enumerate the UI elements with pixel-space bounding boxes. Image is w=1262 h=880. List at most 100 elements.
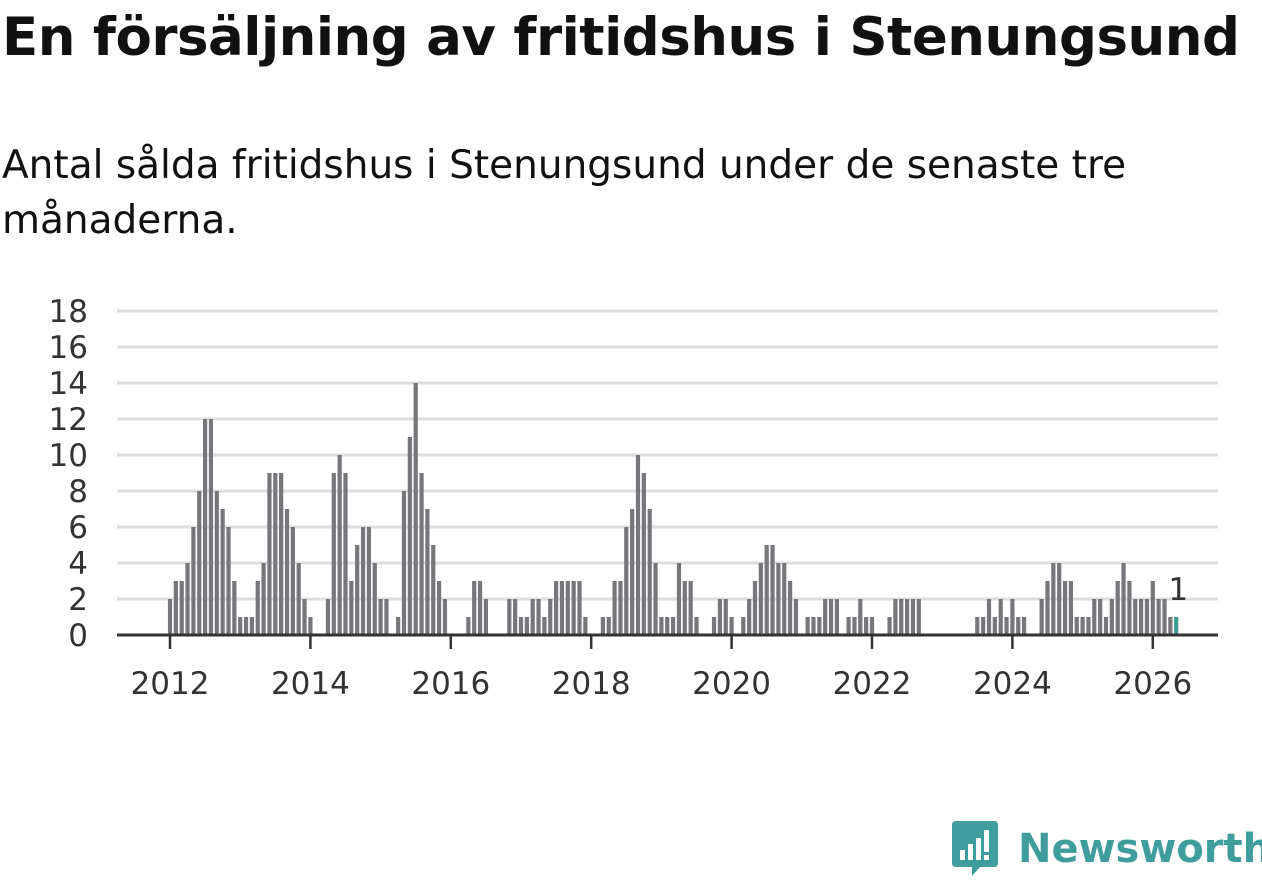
bar: [992, 617, 997, 635]
bar: [671, 617, 676, 635]
bar: [805, 617, 810, 635]
bar: [179, 581, 184, 635]
bar: [723, 599, 728, 635]
bar: [378, 599, 383, 635]
bar: [214, 491, 219, 635]
bar: [343, 473, 348, 635]
bar: [776, 563, 781, 635]
bar: [167, 599, 173, 635]
x-tick-label: 2016: [411, 666, 490, 702]
bar: [1115, 581, 1120, 635]
bar: [419, 473, 424, 635]
y-tick-label: 8: [68, 474, 88, 510]
bar: [360, 527, 366, 635]
bar: [764, 545, 769, 635]
bar: [1010, 599, 1015, 635]
bar: [542, 617, 547, 635]
bar: [267, 473, 272, 635]
bar: [1045, 581, 1050, 635]
bar: [782, 563, 787, 635]
bar: [752, 581, 758, 635]
chart-title: En försäljning av fritidshus i Stenungsu…: [2, 7, 1240, 68]
bar: [559, 581, 565, 635]
bar: [238, 617, 243, 635]
bar: [1139, 599, 1144, 635]
bar: [1144, 599, 1150, 635]
bar: [355, 545, 360, 635]
bar: [711, 617, 717, 635]
bar: [1062, 581, 1068, 635]
bar: [682, 581, 687, 635]
bar: [1080, 617, 1085, 635]
bar: [571, 581, 576, 635]
y-tick-label: 16: [49, 330, 88, 366]
bar: [916, 599, 921, 635]
bar: [273, 473, 278, 635]
bar: [635, 455, 641, 635]
bar: [887, 617, 892, 635]
bar: [1039, 599, 1044, 635]
bar: [1156, 599, 1161, 635]
bar: [665, 617, 670, 635]
x-tick-label: 2018: [552, 666, 631, 702]
bar: [442, 599, 448, 635]
bar-highlight: [1174, 617, 1179, 635]
bar: [899, 599, 904, 635]
bar: [1103, 617, 1109, 635]
bar: [1121, 563, 1126, 635]
bar: [1074, 617, 1079, 635]
bar: [337, 455, 342, 635]
bar: [483, 599, 488, 635]
bar: [203, 419, 208, 635]
bar: [905, 599, 910, 635]
bar: [279, 473, 284, 635]
bar: [981, 617, 986, 635]
bar: [817, 617, 822, 635]
logo-text: Newsworthy: [1018, 826, 1262, 872]
bar: [641, 473, 646, 635]
x-tick-label: 2014: [271, 666, 350, 702]
bar: [284, 509, 290, 635]
bar: [513, 599, 518, 635]
bar: [688, 581, 693, 635]
bar: [1057, 563, 1062, 635]
bar: [1133, 599, 1138, 635]
bar: [1150, 581, 1155, 635]
bar: [793, 599, 799, 635]
bar: [548, 599, 553, 635]
bar: [466, 617, 471, 635]
bar: [717, 599, 722, 635]
newsworthy-logo-icon: [952, 821, 998, 876]
bar: [1086, 617, 1091, 635]
bar: [255, 581, 260, 635]
bar: [823, 599, 828, 635]
bar: [1022, 617, 1027, 635]
x-tick-label: 2024: [973, 666, 1052, 702]
y-tick-label: 12: [49, 402, 88, 438]
bar: [1168, 617, 1173, 635]
bar: [1127, 581, 1132, 635]
y-tick-label: 18: [49, 294, 88, 330]
bar: [413, 383, 418, 635]
bar: [507, 599, 512, 635]
bar: [197, 491, 202, 635]
bar: [554, 581, 559, 635]
bar: [741, 617, 746, 635]
bar: [290, 527, 295, 635]
bar: [828, 599, 834, 635]
bar: [846, 617, 851, 635]
newsworthy-logo: Newsworthy: [950, 818, 1262, 880]
bar: [583, 617, 588, 635]
bar: [600, 617, 605, 635]
bar: [612, 581, 617, 635]
bar: [630, 509, 635, 635]
bar: [998, 599, 1003, 635]
bar: [431, 545, 436, 635]
bar: [302, 599, 307, 635]
x-tick-label: 2012: [131, 666, 210, 702]
x-tick-label: 2026: [1113, 666, 1192, 702]
bar: [401, 491, 407, 635]
bar: [372, 563, 377, 635]
bar: [694, 617, 699, 635]
